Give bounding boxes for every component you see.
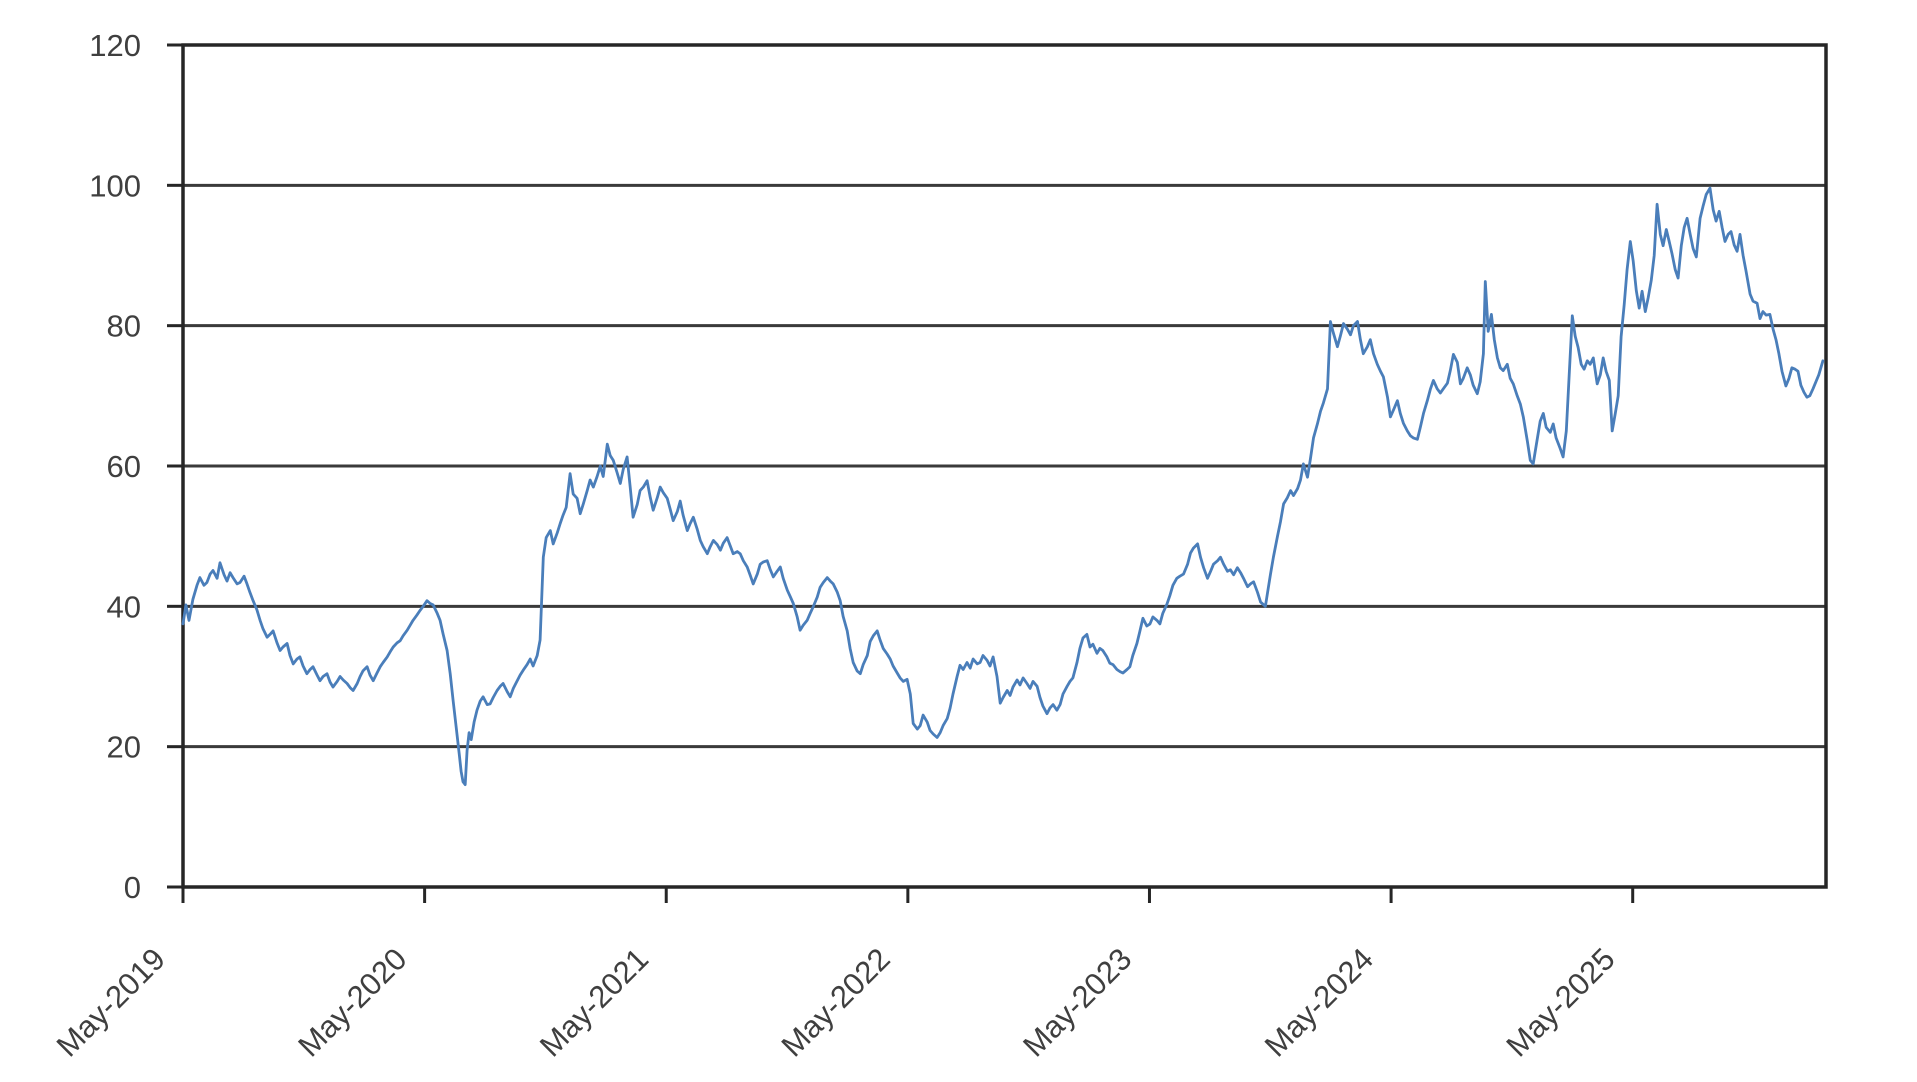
y-tick-label: 60 <box>107 449 141 484</box>
y-tick-label: 20 <box>107 730 141 765</box>
series-line-price <box>181 186 1825 786</box>
y-tick-label: 0 <box>124 870 141 905</box>
y-tick-label: 120 <box>89 28 141 63</box>
y-tick-label: 80 <box>107 309 141 344</box>
plot-border <box>181 43 1828 889</box>
y-tick-label: 100 <box>89 168 141 203</box>
y-tick-label: 40 <box>107 589 141 624</box>
